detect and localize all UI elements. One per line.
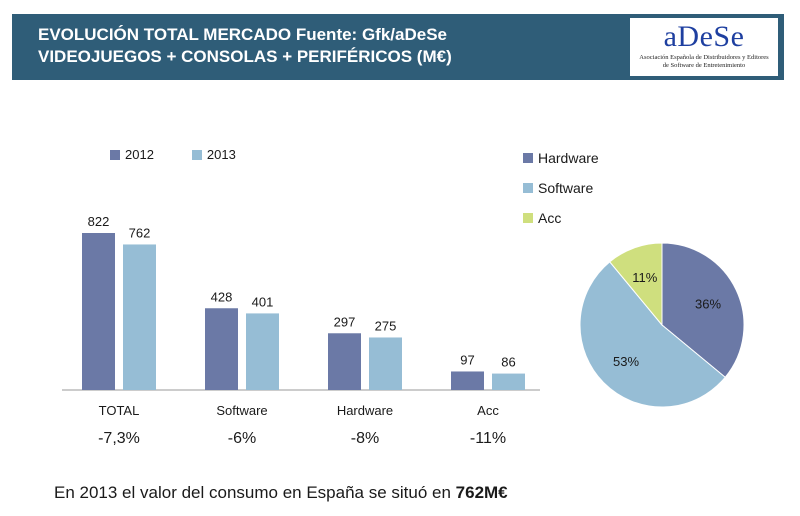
title-line-2: VIDEOJUEGOS + CONSOLAS + PERIFÉRICOS (M€… <box>38 47 452 66</box>
legend-swatch-2013 <box>191 149 202 160</box>
legend-label-acc: Acc <box>538 210 562 226</box>
legend-label-software: Software <box>538 180 594 196</box>
logo-subtitle-line-1: Asociación Española de Distribuidores y … <box>639 54 769 61</box>
footer-highlight: 762M€ <box>455 483 508 502</box>
data-label-software-2013: 401 <box>252 294 274 309</box>
data-label-acc-2013: 86 <box>501 355 515 370</box>
legend-item-acc: Acc <box>523 203 599 233</box>
category-label-total: TOTAL <box>99 403 140 418</box>
bar-acc-2013 <box>492 373 525 390</box>
footer-text: En 2013 el valor del consumo en España s… <box>54 483 456 502</box>
bar-acc-2012 <box>451 371 484 390</box>
pie-label-acc: 11% <box>632 270 657 285</box>
adese-logo: aDeSe Asociación Española de Distribuido… <box>630 18 778 76</box>
legend-label-2013: 2013 <box>206 147 236 162</box>
change-label-acc: -11% <box>470 430 506 447</box>
pie-label-software: 53% <box>613 354 639 369</box>
legend-item-2012: 2012 <box>110 147 154 162</box>
category-label-software: Software <box>216 403 267 418</box>
data-label-total-2012: 822 <box>88 214 110 229</box>
footer-summary: En 2013 el valor del consumo en España s… <box>54 483 508 503</box>
bar-chart: 822 762 TOTAL -7,3% 428 401 Software -6% 297 275 H… <box>62 214 540 447</box>
pie-slice-acc <box>609 242 663 327</box>
change-label-total: -7,3% <box>98 430 140 447</box>
bar-software-2013 <box>246 313 279 390</box>
bar-total-2013 <box>123 244 156 390</box>
pie-slice-software <box>579 261 726 408</box>
bar-total-2012 <box>82 233 115 390</box>
legend-swatch-software <box>523 183 533 193</box>
bar-hardware-2012 <box>328 333 361 390</box>
legend-item-hardware: Hardware <box>523 143 599 173</box>
page-title: EVOLUCIÓN TOTAL MERCADO Fuente: Gfk/aDeS… <box>38 24 452 68</box>
bar-chart-legend: 2012 2013 <box>110 147 274 162</box>
data-label-acc-2012: 97 <box>460 352 474 367</box>
logo-subtitle: Asociación Española de Distribuidores y … <box>630 54 778 70</box>
title-line-1: EVOLUCIÓN TOTAL MERCADO Fuente: Gfk/aDeS… <box>38 25 447 44</box>
legend-item-2013: 2013 <box>191 147 236 162</box>
data-label-software-2012: 428 <box>211 289 233 304</box>
legend-label-2012: 2012 <box>125 147 154 162</box>
logo-subtitle-line-2: de Software de Entretenimiento <box>662 62 746 69</box>
data-label-hardware-2013: 275 <box>375 318 397 333</box>
pie-slice-hardware <box>661 242 745 378</box>
change-label-hardware: -8% <box>351 430 379 447</box>
legend-label-hardware: Hardware <box>538 150 599 166</box>
bar-software-2012 <box>205 308 238 390</box>
bar-hardware-2013 <box>369 337 402 390</box>
legend-swatch-hardware <box>523 153 533 163</box>
pie-label-hardware: 36% <box>695 296 721 311</box>
category-label-hardware: Hardware <box>337 403 393 418</box>
pie-chart-legend: Hardware Software Acc <box>523 143 599 233</box>
logo-wordmark: aDeSe <box>663 20 745 53</box>
legend-item-software: Software <box>523 173 599 203</box>
legend-swatch-2012 <box>110 149 120 160</box>
change-label-software: -6% <box>228 430 256 447</box>
pie-chart: 36% 53% 11% <box>579 242 745 408</box>
category-label-acc: Acc <box>477 403 499 418</box>
data-label-total-2013: 762 <box>129 225 151 240</box>
data-label-hardware-2012: 297 <box>334 314 356 329</box>
header-banner: EVOLUCIÓN TOTAL MERCADO Fuente: Gfk/aDeS… <box>12 14 784 80</box>
legend-swatch-acc <box>523 213 533 223</box>
